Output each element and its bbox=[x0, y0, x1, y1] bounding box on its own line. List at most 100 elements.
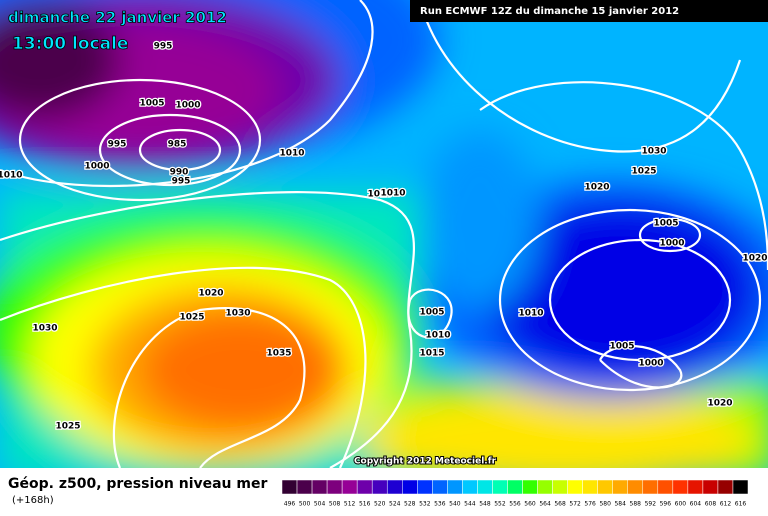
isobar-label: 1035 bbox=[266, 349, 291, 359]
scale-swatch bbox=[296, 479, 313, 495]
isobar-label: 995 bbox=[172, 177, 191, 187]
isobar-label: 1020 bbox=[742, 254, 767, 264]
isobar-label: 1025 bbox=[55, 422, 80, 432]
isobar-label: 1000 bbox=[175, 101, 200, 111]
scale-label: 596 bbox=[660, 501, 672, 508]
scale-label: 516 bbox=[359, 501, 371, 508]
scale-label: 556 bbox=[509, 501, 521, 508]
color-scale: 496 500 504 508 512 516 520 524 528 532 536 540 544 5… bbox=[281, 479, 749, 508]
scale-swatch bbox=[326, 479, 343, 495]
scale-label: 600 bbox=[675, 501, 687, 508]
scale-swatch bbox=[462, 479, 478, 495]
scale-label: 512 bbox=[344, 501, 356, 508]
isobar-label: 1020 bbox=[198, 289, 223, 299]
scale-swatch bbox=[687, 479, 704, 495]
isobar-label: 1010 bbox=[0, 171, 23, 181]
scale-swatch bbox=[672, 479, 689, 495]
scale-swatch bbox=[522, 479, 538, 495]
scale-swatch bbox=[417, 479, 433, 495]
isobar-label: 1030 bbox=[225, 309, 250, 319]
scale-swatch bbox=[341, 479, 358, 495]
scale-label: 544 bbox=[464, 501, 476, 508]
copyright: Copyright 2012 Meteociel.fr bbox=[354, 457, 497, 467]
isobar-label: 1000 bbox=[659, 239, 684, 249]
isobar-label: 1010 bbox=[518, 309, 543, 319]
scale-label: 548 bbox=[479, 501, 491, 508]
scale-label: 540 bbox=[449, 501, 461, 508]
isobar-label: 1010 bbox=[425, 331, 450, 341]
isobar-label: 985 bbox=[168, 140, 187, 150]
scale-label: 592 bbox=[645, 501, 657, 508]
scale-label: 588 bbox=[630, 501, 642, 508]
geopotential-field: Run ECMWF 12Z du dimanche 15 janvier 201… bbox=[0, 0, 768, 468]
isobar-label: 1010 bbox=[279, 149, 304, 159]
scale-swatch bbox=[507, 479, 523, 495]
isobar-label: 995 bbox=[108, 140, 127, 150]
scale-label: 616 bbox=[735, 501, 747, 508]
run-info: Run ECMWF 12Z du dimanche 15 janvier 201… bbox=[420, 6, 679, 17]
scale-swatch bbox=[657, 479, 674, 495]
scale-label: 508 bbox=[329, 501, 341, 508]
scale-label: 612 bbox=[720, 501, 732, 508]
scale-label: 560 bbox=[524, 501, 536, 508]
scale-swatch bbox=[627, 479, 644, 495]
scale-label: 532 bbox=[419, 501, 431, 508]
isobar-label: 1025 bbox=[631, 167, 656, 177]
scale-label: 572 bbox=[569, 501, 581, 508]
scale-swatch bbox=[432, 479, 448, 495]
scale-swatch bbox=[582, 479, 598, 495]
scale-swatch bbox=[567, 479, 583, 495]
valid-date: dimanche 22 janvier 2012 bbox=[8, 9, 227, 27]
valid-time: 13:00 locale bbox=[12, 34, 128, 54]
scale-label: 584 bbox=[614, 501, 626, 508]
isobar-label: 1005 bbox=[609, 342, 634, 352]
isobar-label: 1025 bbox=[179, 313, 204, 323]
scale-swatch bbox=[311, 479, 328, 495]
scale-label: 568 bbox=[554, 501, 566, 508]
scale-label: 552 bbox=[494, 501, 506, 508]
isobars bbox=[0, 0, 768, 468]
scale-swatch bbox=[281, 479, 298, 495]
isobar-label: 1020 bbox=[707, 399, 732, 409]
scale-swatch bbox=[492, 479, 508, 495]
run-banner bbox=[410, 0, 768, 22]
scale-swatch bbox=[447, 479, 463, 495]
scale-label: 564 bbox=[539, 501, 551, 508]
isobar-label: 1000 bbox=[638, 359, 663, 369]
isobar-label: 1005 bbox=[653, 219, 678, 229]
isobar-label: 1005 bbox=[419, 308, 444, 318]
isobar-label: 995 bbox=[154, 42, 173, 52]
scale-swatch bbox=[356, 479, 373, 495]
scale-swatch bbox=[642, 479, 659, 495]
scale-swatch bbox=[702, 479, 719, 495]
scale-swatch bbox=[371, 479, 388, 495]
scale-label: 524 bbox=[389, 501, 401, 508]
scale-swatch bbox=[477, 479, 493, 495]
isobar-label: 1020 bbox=[584, 183, 609, 193]
isobar-label: 1005 bbox=[139, 99, 164, 109]
scale-label: 604 bbox=[690, 501, 702, 508]
scale-swatch bbox=[612, 479, 628, 495]
scale-label: 528 bbox=[404, 501, 416, 508]
isobar-label: 990 bbox=[170, 168, 189, 178]
isobar-label: 1030 bbox=[641, 147, 666, 157]
isobar-label: 1015 bbox=[367, 190, 392, 200]
scale-label: 500 bbox=[299, 501, 311, 508]
isobar-label: 1000 bbox=[84, 162, 109, 172]
scale-swatch bbox=[537, 479, 553, 495]
scale-label: 504 bbox=[314, 501, 326, 508]
footer-title: Géop. z500, pression niveau mer bbox=[8, 476, 267, 492]
footer-lead: (+168h) bbox=[12, 495, 54, 506]
isobar-label: 1015 bbox=[419, 349, 444, 359]
scale-swatch bbox=[552, 479, 568, 495]
scale-label: 520 bbox=[374, 501, 386, 508]
scale-swatch bbox=[597, 479, 613, 495]
scale-label: 608 bbox=[705, 501, 717, 508]
scale-label: 496 bbox=[284, 501, 296, 508]
isobar-label: 1010 bbox=[380, 189, 405, 199]
isobar-label: 1030 bbox=[32, 324, 57, 334]
scale-label: 536 bbox=[434, 501, 446, 508]
scale-swatch bbox=[386, 479, 403, 495]
scale-swatch bbox=[402, 479, 418, 495]
